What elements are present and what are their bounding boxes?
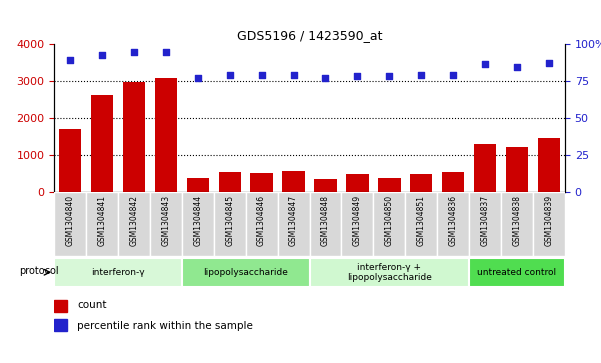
Bar — [186, 178, 209, 192]
Bar — [310, 258, 469, 287]
Text: GSM1304845: GSM1304845 — [225, 195, 234, 246]
Point — [193, 75, 203, 81]
Bar — [278, 192, 310, 256]
Point — [66, 57, 75, 63]
Text: interferon-γ +
lipopolysaccharide: interferon-γ + lipopolysaccharide — [347, 262, 432, 282]
Point — [321, 75, 331, 81]
Point — [353, 73, 362, 79]
Bar — [310, 192, 341, 256]
Point — [480, 61, 490, 67]
Point — [129, 50, 139, 56]
Bar — [314, 179, 337, 192]
Bar — [251, 173, 273, 192]
Bar — [373, 192, 405, 256]
Point — [385, 73, 394, 79]
Bar — [214, 192, 246, 256]
Bar — [150, 192, 182, 256]
Text: GSM1304844: GSM1304844 — [194, 195, 203, 246]
Bar — [123, 82, 145, 192]
Text: GSM1304847: GSM1304847 — [289, 195, 298, 246]
Bar — [54, 258, 182, 287]
Point — [544, 60, 554, 66]
Bar — [182, 192, 214, 256]
Point — [257, 72, 266, 78]
Bar — [246, 192, 278, 256]
Point — [225, 72, 234, 78]
Bar — [378, 178, 400, 192]
Bar — [346, 174, 368, 192]
Text: protocol: protocol — [19, 266, 58, 276]
Text: GSM1304848: GSM1304848 — [321, 195, 330, 246]
Point — [416, 72, 426, 78]
Point — [512, 65, 522, 70]
Bar — [54, 300, 67, 312]
Bar — [410, 174, 433, 192]
Text: GSM1304850: GSM1304850 — [385, 195, 394, 246]
Bar — [219, 172, 241, 192]
Bar — [86, 192, 118, 256]
Point — [288, 72, 298, 78]
Text: GSM1304842: GSM1304842 — [129, 195, 138, 246]
Bar — [59, 129, 81, 192]
Bar — [154, 78, 177, 192]
Text: GSM1304840: GSM1304840 — [66, 195, 75, 246]
Text: GSM1304836: GSM1304836 — [449, 195, 458, 246]
Bar — [442, 172, 465, 192]
Text: untreated control: untreated control — [477, 268, 557, 277]
Bar — [469, 258, 565, 287]
Text: GSM1304839: GSM1304839 — [545, 195, 554, 246]
Bar — [91, 95, 113, 192]
Bar — [474, 144, 496, 192]
Text: GSM1304837: GSM1304837 — [481, 195, 490, 246]
Bar — [538, 138, 560, 192]
Bar — [54, 192, 86, 256]
Bar — [118, 192, 150, 256]
Bar — [282, 171, 305, 192]
Point — [448, 72, 458, 78]
Text: count: count — [77, 300, 106, 310]
Bar — [501, 192, 533, 256]
Text: interferon-γ: interferon-γ — [91, 268, 145, 277]
Text: GSM1304843: GSM1304843 — [161, 195, 170, 246]
Bar — [54, 319, 67, 331]
Point — [97, 53, 107, 58]
Text: GSM1304849: GSM1304849 — [353, 195, 362, 246]
Text: GSM1304838: GSM1304838 — [513, 195, 522, 246]
Bar — [341, 192, 373, 256]
Text: percentile rank within the sample: percentile rank within the sample — [77, 321, 253, 331]
Bar — [182, 258, 310, 287]
Bar — [506, 147, 528, 192]
Point — [161, 50, 171, 56]
Bar — [533, 192, 565, 256]
Text: lipopolysaccharide: lipopolysaccharide — [203, 268, 288, 277]
Text: GSM1304851: GSM1304851 — [416, 195, 426, 246]
Bar — [469, 192, 501, 256]
Bar — [405, 192, 437, 256]
Text: GSM1304846: GSM1304846 — [257, 195, 266, 246]
Title: GDS5196 / 1423590_at: GDS5196 / 1423590_at — [237, 29, 382, 42]
Bar — [437, 192, 469, 256]
Text: GSM1304841: GSM1304841 — [97, 195, 106, 246]
